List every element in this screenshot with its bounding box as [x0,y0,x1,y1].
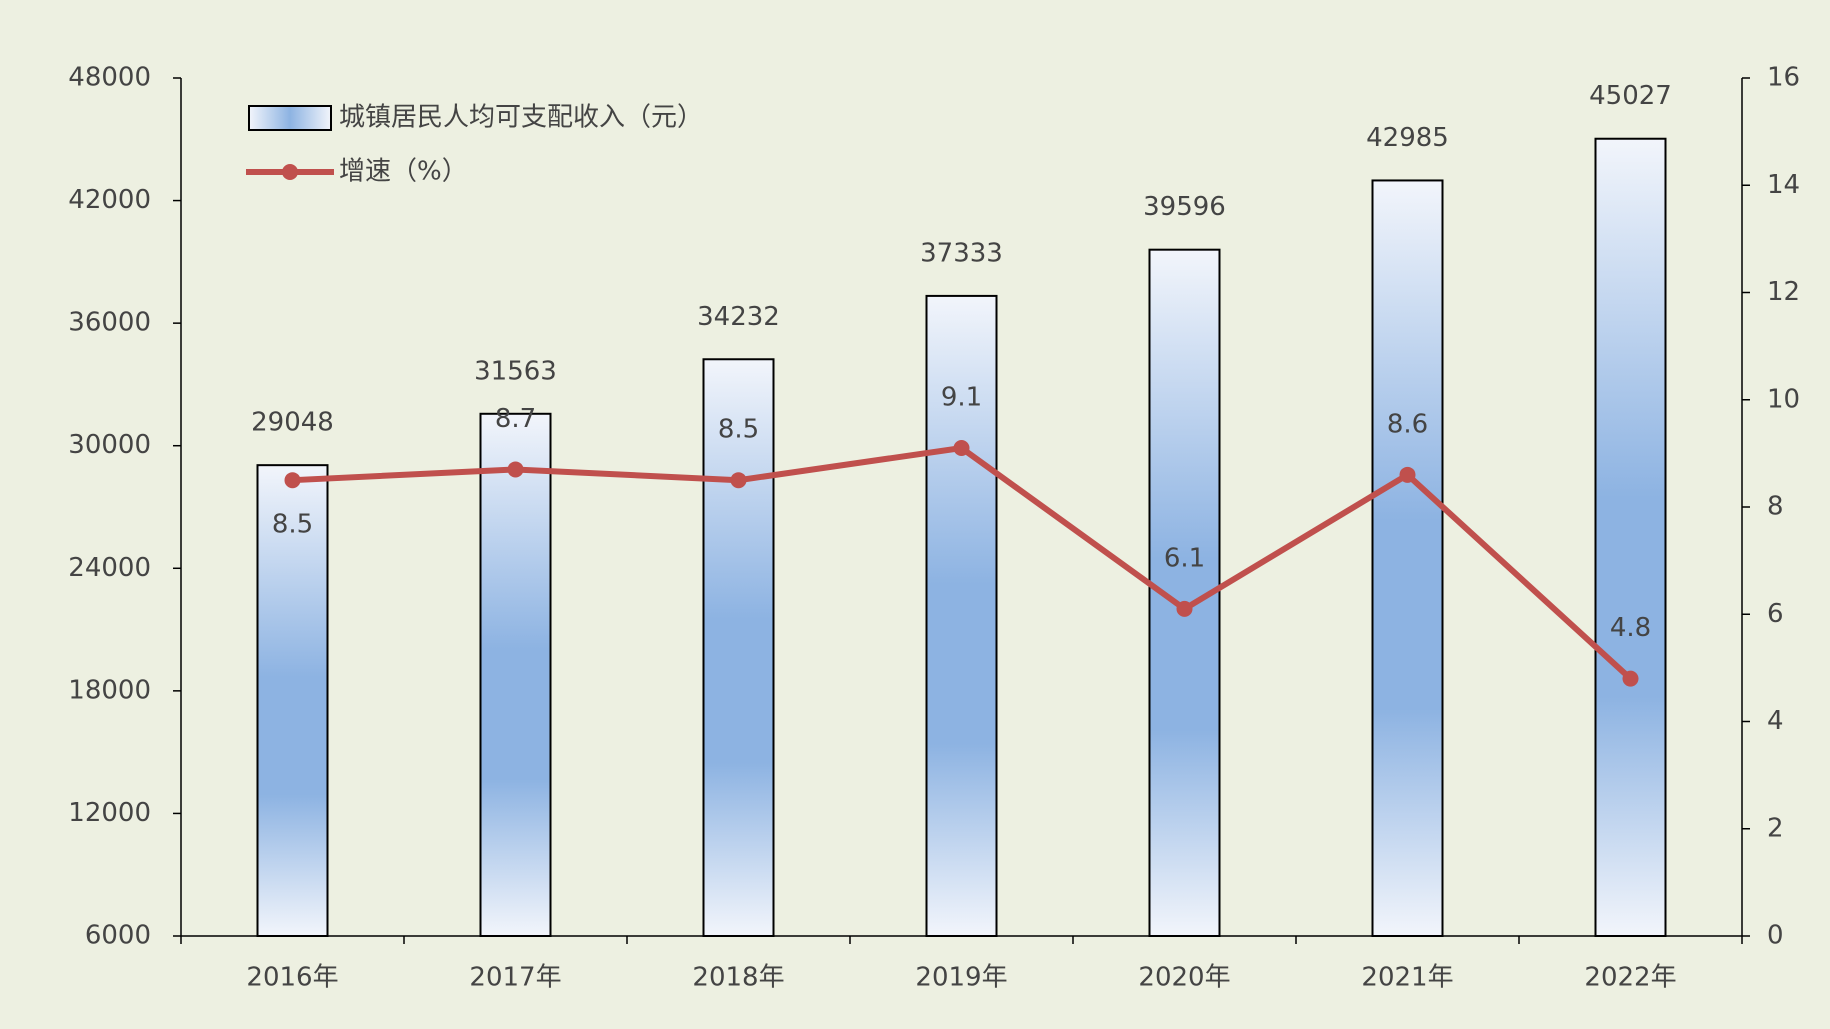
x-tick-label: 2017年 [469,963,561,993]
line-marker [1399,466,1416,483]
y-tick-label: 42000 [68,185,151,215]
legend-marker [282,164,298,180]
line-value-label: 8.5 [272,510,313,540]
bar-value-label: 29048 [251,408,334,438]
y-tick-label: 6000 [85,921,151,951]
line-value-label: 8.7 [495,404,536,434]
bar-value-label: 31563 [474,356,557,386]
line-marker [953,440,970,457]
bar [256,464,329,937]
y2-tick-label: 10 [1767,384,1800,414]
line-marker [284,472,301,489]
bar [479,412,552,937]
legend-label: 增速（%） [339,157,468,187]
x-tick-label: 2022年 [1584,963,1676,993]
line-value-label: 4.8 [1610,613,1651,643]
line-marker [730,472,747,489]
line-value-label: 8.6 [1387,409,1428,439]
y-tick-label: 48000 [68,63,151,93]
x-tick-label: 2021年 [1361,963,1453,993]
y-tick-label: 18000 [68,675,151,705]
bar [1371,179,1444,937]
y-tick-label: 30000 [68,430,151,460]
y2-tick-label: 12 [1767,277,1800,307]
line-marker [1622,670,1639,687]
bar [702,358,775,937]
x-tick-label: 2019年 [915,963,1007,993]
line-value-label: 8.5 [718,415,759,445]
x-tick-label: 2018年 [692,963,784,993]
y-tick-label: 36000 [68,308,151,338]
line-value-label: 9.1 [941,383,982,413]
bar-value-label: 39596 [1143,192,1226,222]
legend-label: 城镇居民人均可支配收入（元） [339,103,703,133]
bar-value-label: 34232 [697,302,780,332]
line-marker [507,461,524,478]
bar-value-label: 37333 [920,238,1003,268]
bar-value-label: 42985 [1366,123,1449,153]
line-marker [1176,600,1193,617]
y-tick-label: 24000 [68,553,151,583]
y2-tick-label: 6 [1767,599,1784,629]
bar [925,294,998,937]
bar-value-label: 45027 [1589,81,1672,111]
line-value-label: 6.1 [1164,543,1205,573]
bar [1594,137,1667,938]
y-tick-label: 12000 [68,798,151,828]
y2-tick-label: 0 [1767,921,1784,951]
y2-tick-label: 16 [1767,63,1800,93]
y2-tick-label: 14 [1767,170,1800,200]
y2-tick-label: 4 [1767,706,1784,736]
x-tick-label: 2016年 [246,963,338,993]
legend-swatch [248,105,332,131]
y2-tick-label: 2 [1767,813,1784,843]
x-tick-label: 2020年 [1138,963,1230,993]
y2-tick-label: 8 [1767,492,1784,522]
